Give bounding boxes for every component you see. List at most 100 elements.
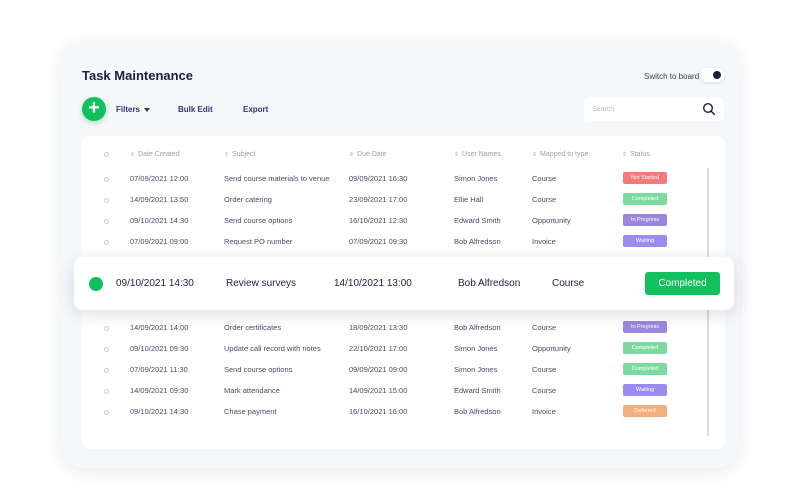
table-row[interactable]: 09/10/2021 14:30 Send course options 16/… <box>82 211 725 232</box>
status-badge: Completed <box>623 193 667 205</box>
due-date-cell: 16/10/2021 16:00 <box>349 407 408 416</box>
column-header-date-created[interactable]: ⇕ Date Created <box>130 151 180 158</box>
subject-cell: Send course materials to venue <box>224 174 330 183</box>
subject-cell: Order certificates <box>224 323 282 332</box>
user-name-cell: Edward Smith <box>454 216 501 225</box>
date-created-cell: 07/09/2021 12:00 <box>130 174 189 183</box>
search-box <box>584 97 724 121</box>
subject-cell: Chase payment <box>224 407 277 416</box>
add-task-button[interactable]: + <box>82 97 106 121</box>
date-created-cell: 07/09/2021 11:30 <box>130 365 188 374</box>
due-date-cell: 22/10/2021 17:00 <box>349 344 408 353</box>
subject-cell: Update call record with notes <box>224 344 321 353</box>
mapped-type-cell: Course <box>532 323 557 332</box>
status-badge: In Progress <box>623 321 667 333</box>
switch-to-board-label: Switch to board <box>644 72 700 81</box>
column-header-user-names[interactable]: ⇕ User Names <box>454 151 501 158</box>
status-badge: Waiting <box>623 384 667 396</box>
status-badge: Completed <box>645 272 720 295</box>
search-icon[interactable] <box>702 102 716 116</box>
row-checkbox[interactable] <box>104 177 109 182</box>
due-date-cell: 18/09/2021 13:30 <box>349 323 408 332</box>
row-checkbox[interactable] <box>104 219 109 224</box>
row-checkbox[interactable] <box>104 326 109 331</box>
column-header-mapped-to-type[interactable]: ⇕ Mapped to type <box>532 151 589 158</box>
mapped-type-cell: Course <box>532 386 557 395</box>
row-checkbox[interactable] <box>104 368 109 373</box>
date-created-cell: 09/10/2021 14:30 <box>130 216 189 225</box>
toggle-knob <box>713 71 721 79</box>
due-date-cell: 16/10/2021 12:30 <box>349 216 408 225</box>
task-maintenance-card: Task Maintenance Switch to board + Filte… <box>60 40 740 468</box>
mapped-type-cell: Course <box>532 365 557 374</box>
subject-cell: Send course options <box>224 365 293 374</box>
select-all-checkbox[interactable] <box>104 152 109 157</box>
user-name-cell: Simon Jones <box>454 174 498 183</box>
status-badge: Completed <box>623 363 667 375</box>
user-name-cell: Simon Jones <box>454 344 498 353</box>
column-header-status[interactable]: ⇕ Status <box>622 151 650 158</box>
filters-label: Filters <box>116 105 141 114</box>
table-row[interactable]: 09/10/2021 14:30 Chase payment 16/10/202… <box>82 402 725 423</box>
user-name-cell: Bob Alfredson <box>454 407 501 416</box>
mapped-type-cell: Invoice <box>532 237 556 246</box>
user-name-cell: Bob Alfredson <box>454 237 501 246</box>
status-badge: Waiting <box>623 235 667 247</box>
sort-icon: ⇕ <box>349 152 355 158</box>
sort-icon: ⇕ <box>454 152 460 158</box>
table-row[interactable]: 07/09/2021 12:00 Send course materials t… <box>82 169 725 190</box>
row-checkbox[interactable] <box>104 198 109 203</box>
bulk-edit-button[interactable]: Bulk Edit <box>178 105 213 114</box>
sort-icon: ⇕ <box>130 152 136 158</box>
sort-icon: ⇕ <box>622 152 628 158</box>
table-row[interactable]: 07/09/2021 09:00 Request PO number 07/09… <box>82 232 725 253</box>
user-name-cell: Bob Alfredson <box>458 278 521 289</box>
column-header-due-date[interactable]: ⇕ Due Date <box>349 151 387 158</box>
status-badge: Not Started <box>623 172 667 184</box>
search-input[interactable] <box>592 102 692 116</box>
due-date-cell: 23/09/2021 17:00 <box>349 195 408 204</box>
date-created-cell: 09/10/2021 09:30 <box>130 344 189 353</box>
subject-cell: Send course options <box>224 216 293 225</box>
plus-icon: + <box>88 97 100 119</box>
user-name-cell: Bob Alfredson <box>454 323 501 332</box>
table-row[interactable]: 14/09/2021 13:50 Order catering 23/09/20… <box>82 190 725 211</box>
export-button[interactable]: Export <box>243 105 269 114</box>
sort-icon: ⇕ <box>532 152 538 158</box>
table-row[interactable]: 09/10/2021 09:30 Update call record with… <box>82 339 725 360</box>
due-date-cell: 14/10/2021 13:00 <box>334 278 412 289</box>
due-date-cell: 09/09/2021 09:00 <box>349 365 408 374</box>
row-checkbox[interactable] <box>104 347 109 352</box>
user-name-cell: Ellie Hall <box>454 195 484 204</box>
due-date-cell: 07/09/2021 09:30 <box>349 237 408 246</box>
highlighted-table-row[interactable]: 09/10/2021 14:30 Review surveys 14/10/20… <box>74 257 734 310</box>
date-created-cell: 14/09/2021 09:30 <box>130 386 189 395</box>
table-row[interactable]: 07/09/2021 11:30 Send course options 09/… <box>82 360 725 381</box>
column-header-subject[interactable]: ⇕ Subject <box>224 151 256 158</box>
due-date-cell: 09/09/2021 16:30 <box>349 174 408 183</box>
mapped-type-cell: Invoice <box>532 407 556 416</box>
subject-cell: Order catering <box>224 195 272 204</box>
table-row[interactable]: 14/09/2021 09:30 Mark attendance 14/09/2… <box>82 381 725 402</box>
date-created-cell: 07/09/2021 09:00 <box>130 237 189 246</box>
selected-row-indicator[interactable] <box>89 277 103 291</box>
caret-down-icon <box>144 107 151 112</box>
row-checkbox[interactable] <box>104 389 109 394</box>
subject-cell: Mark attendance <box>224 386 280 395</box>
status-badge: Deferred <box>623 405 667 417</box>
row-checkbox[interactable] <box>104 240 109 245</box>
date-created-cell: 09/10/2021 14:30 <box>130 407 189 416</box>
sort-icon: ⇕ <box>224 152 230 158</box>
board-view-toggle[interactable] <box>700 68 724 82</box>
filters-dropdown[interactable]: Filters <box>116 105 151 114</box>
subject-cell: Request PO number <box>224 237 293 246</box>
status-badge: In Progress <box>623 214 667 226</box>
page-title: Task Maintenance <box>82 68 194 83</box>
mapped-type-cell: Opportunity <box>532 344 571 353</box>
status-badge: Completed <box>623 342 667 354</box>
date-created-cell: 14/09/2021 13:50 <box>130 195 189 204</box>
mapped-type-cell: Course <box>532 174 557 183</box>
row-checkbox[interactable] <box>104 410 109 415</box>
subject-cell: Review surveys <box>226 278 297 289</box>
table-row[interactable]: 14/09/2021 14:00 Order certificates 18/0… <box>82 318 725 339</box>
